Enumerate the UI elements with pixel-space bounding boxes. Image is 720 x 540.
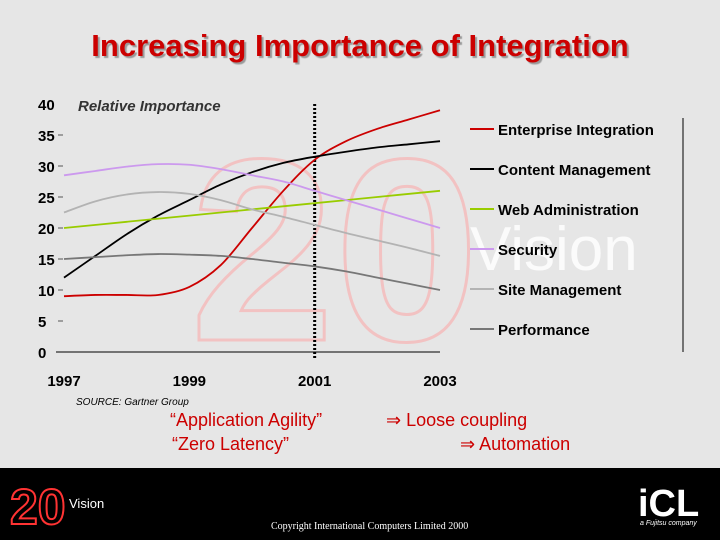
chart-series-lines: [63, 109, 441, 298]
series-line-site-management: [63, 191, 441, 257]
vision-logo-text: Vision: [69, 496, 105, 511]
vision-20-logo: 20: [9, 478, 67, 532]
legend-label-web-administration: Web Administration: [498, 202, 639, 219]
series-line-content-management: [63, 140, 441, 279]
vision-watermark: 20 Vision: [189, 105, 638, 371]
y-tick-label: 10: [38, 283, 55, 300]
watermark-number: 20: [190, 106, 479, 370]
x-tick-label: 2001: [298, 373, 331, 390]
legend-label-site-management: Site Management: [498, 282, 621, 299]
chart-legend: Enterprise Integration Content Management…: [470, 118, 684, 352]
line-chart: 0 5 10 15 20 25 30 35 40 1997 1999 2001 2003 Enterpr…: [38, 97, 684, 390]
quote-automation: ⇒ Automation: [460, 434, 571, 454]
y-tick-label: 40: [38, 97, 55, 114]
icl-tagline: a Fujitsu company: [640, 520, 697, 527]
copyright-text: Copyright International Computers Limite…: [271, 521, 469, 532]
y-tick-label: 5: [38, 314, 46, 331]
icl-logo-text: iCL: [638, 483, 699, 520]
y-tick-label: 25: [38, 190, 55, 207]
y-axis-label: Relative Importance: [78, 98, 221, 115]
quote-zero-latency: “Zero Latency”: [172, 434, 290, 454]
series-line-enterprise-integration: [63, 109, 441, 298]
series-line-performance: [63, 253, 441, 291]
y-tick-label: 0: [38, 345, 46, 362]
legend-label-content-management: Content Management: [498, 162, 651, 179]
watermark-vision: Vision: [470, 215, 638, 284]
source-note: SOURCE: Gartner Group: [76, 397, 189, 408]
legend-label-enterprise-integration: Enterprise Integration: [498, 122, 654, 139]
chart-axes: 0 5 10 15 20 25 30 35 40 1997 1999 2001 2003: [38, 97, 457, 390]
y-tick-label: 20: [38, 221, 55, 238]
footer-bar: [0, 468, 720, 540]
x-tick-label: 1997: [47, 373, 80, 390]
y-tick-label: 30: [38, 159, 55, 176]
quote-application-agility: “Application Agility”: [170, 410, 323, 430]
legend-label-performance: Performance: [498, 322, 590, 339]
x-tick-label: 2003: [423, 373, 456, 390]
logo-number: 20: [10, 479, 66, 532]
legend-label-security: Security: [498, 242, 558, 259]
slide-title: Increasing Importance of Integration: [91, 28, 629, 63]
y-tick-label: 35: [38, 128, 55, 145]
x-tick-label: 1999: [173, 373, 206, 390]
series-line-security: [63, 163, 441, 229]
y-tick-label: 15: [38, 252, 55, 269]
icl-logo: iCL: [638, 483, 699, 520]
quote-loose-coupling: ⇒ Loose coupling: [386, 410, 528, 430]
